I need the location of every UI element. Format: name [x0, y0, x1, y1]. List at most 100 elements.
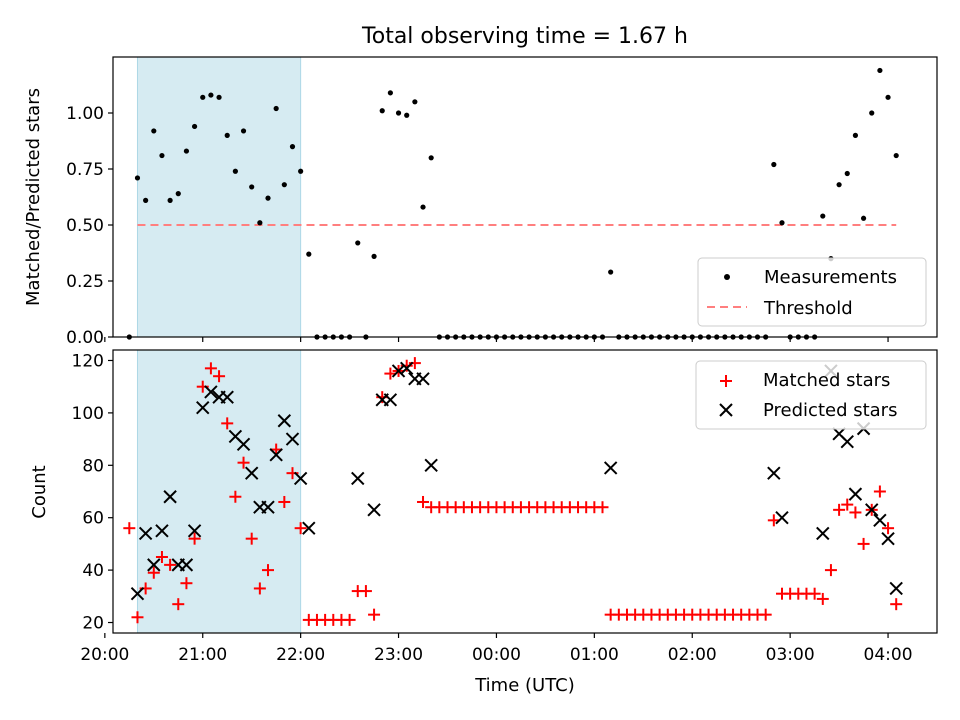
measurement-point	[852, 132, 859, 138]
predicted-star-point	[775, 510, 789, 525]
y-tick-label: 0.00	[66, 328, 104, 348]
count-panel-y-ticks: 20 40 60 80 100 120	[72, 351, 113, 634]
predicted-star-point	[163, 490, 177, 504]
measurement-point	[216, 94, 222, 100]
x-tick-label: 23:00	[374, 645, 423, 665]
count-panel-x-ticks: 20:00 21:00 22:00 23:00 00:00 01:00 02:00 03:00…	[80, 633, 913, 665]
predicted-star-point	[881, 531, 895, 546]
predicted-star-point	[865, 503, 879, 517]
count-panel: 20:00 21:00 22:00 23:00 00:00 01:00 02:00 03:00…	[29, 349, 938, 696]
x-tick-label: 01:00	[570, 645, 619, 665]
measurement-point	[836, 182, 842, 188]
matched-star-point	[359, 585, 372, 598]
measurement-point	[159, 152, 165, 159]
count-panel-y-label: Count	[29, 465, 50, 518]
measurement-point	[143, 197, 149, 203]
matched-star-point	[596, 501, 609, 514]
predicted-star-point	[179, 558, 194, 572]
matched-star-point	[123, 522, 136, 535]
matched-star-point	[890, 598, 903, 611]
measurement-point	[371, 253, 377, 259]
measurement-point	[779, 220, 785, 226]
predicted-star-point	[261, 500, 275, 514]
matched-star-point	[368, 608, 381, 621]
predicted-star-point	[848, 487, 863, 501]
predicted-star-point	[196, 400, 210, 415]
observing-span-rect	[136, 56, 302, 338]
matched-star-point	[278, 495, 291, 508]
measurement-point	[420, 204, 426, 210]
matched-star-point	[816, 592, 829, 605]
observing-span-top	[136, 56, 302, 338]
measurement-point	[844, 170, 850, 177]
x-tick-label: 20:00	[80, 645, 129, 665]
legend-label: Predicted stars	[763, 400, 897, 421]
measurement-point	[151, 128, 157, 134]
measurement-point	[232, 168, 238, 174]
measurement-point	[893, 152, 899, 159]
measurement-point	[249, 184, 255, 190]
measurement-point	[289, 144, 296, 150]
legend-label: Matched stars	[763, 370, 890, 391]
y-tick-label: 80	[82, 456, 104, 476]
ratio-panel: 0.00 0.25 0.50 0.75 1.00 Matched/Predicted s…	[23, 56, 938, 348]
matched-star-point	[849, 506, 862, 519]
matched-star-point	[417, 495, 430, 508]
measurement-point	[183, 148, 190, 154]
measurement-point	[608, 269, 614, 275]
legend-label: Threshold	[763, 298, 853, 319]
predicted-star-point	[138, 526, 153, 541]
chart-title: Total observing time = 1.67 h	[361, 24, 688, 49]
matched-star-point	[759, 608, 772, 621]
y-tick-label: 1.00	[66, 104, 104, 124]
y-tick-label: 20	[82, 614, 104, 634]
y-tick-label: 0.75	[66, 160, 104, 180]
matched-star-point	[294, 522, 307, 535]
measurement-point	[412, 99, 418, 105]
measurement-point	[134, 175, 141, 181]
measurement-point	[355, 240, 361, 246]
predicted-stars-points	[130, 361, 903, 601]
legend-label: Measurements	[764, 267, 897, 288]
matched-star-point	[245, 532, 258, 545]
predicted-star-point	[383, 393, 398, 407]
matched-star-point	[172, 598, 185, 611]
matched-stars-points	[123, 357, 903, 626]
observing-span-rect	[136, 349, 302, 634]
matched-star-point	[155, 551, 168, 564]
predicted-star-point	[302, 521, 316, 535]
matched-star-point	[253, 582, 266, 595]
predicted-star-point	[399, 361, 414, 376]
measurement-point	[860, 215, 867, 221]
predicted-star-point	[236, 437, 251, 452]
measurement-point	[175, 191, 181, 197]
ratio-panel-x-ticks	[104, 337, 889, 342]
ratio-panel-frame	[112, 56, 938, 338]
predicted-star-point	[269, 448, 283, 462]
measurement-point	[200, 94, 206, 100]
y-tick-label: 60	[82, 509, 104, 529]
measurement-point	[191, 123, 198, 130]
measurement-point	[240, 128, 247, 134]
matched-star-point	[213, 370, 226, 383]
x-tick-label: 22:00	[276, 645, 325, 665]
ratio-panel-y-label: Matched/Predicted stars	[23, 88, 44, 306]
measurement-point	[869, 110, 875, 116]
predicted-star-point	[277, 414, 292, 428]
measurement-point	[395, 110, 402, 116]
legend-box	[695, 360, 927, 430]
predicted-star-point	[816, 526, 830, 541]
y-tick-label: 0.25	[66, 272, 104, 292]
predicted-star-point	[391, 364, 406, 378]
predicted-star-point	[130, 586, 145, 601]
count-panel-x-label: Time (UTC)	[474, 675, 575, 696]
matched-star-point	[180, 577, 193, 590]
matched-star-point	[882, 522, 895, 535]
matched-star-point	[204, 362, 217, 375]
measurement-point	[224, 132, 230, 138]
measurement-point	[387, 90, 393, 96]
predicted-star-point	[416, 372, 430, 386]
measurement-point	[265, 195, 271, 201]
predicted-star-point	[424, 458, 438, 473]
